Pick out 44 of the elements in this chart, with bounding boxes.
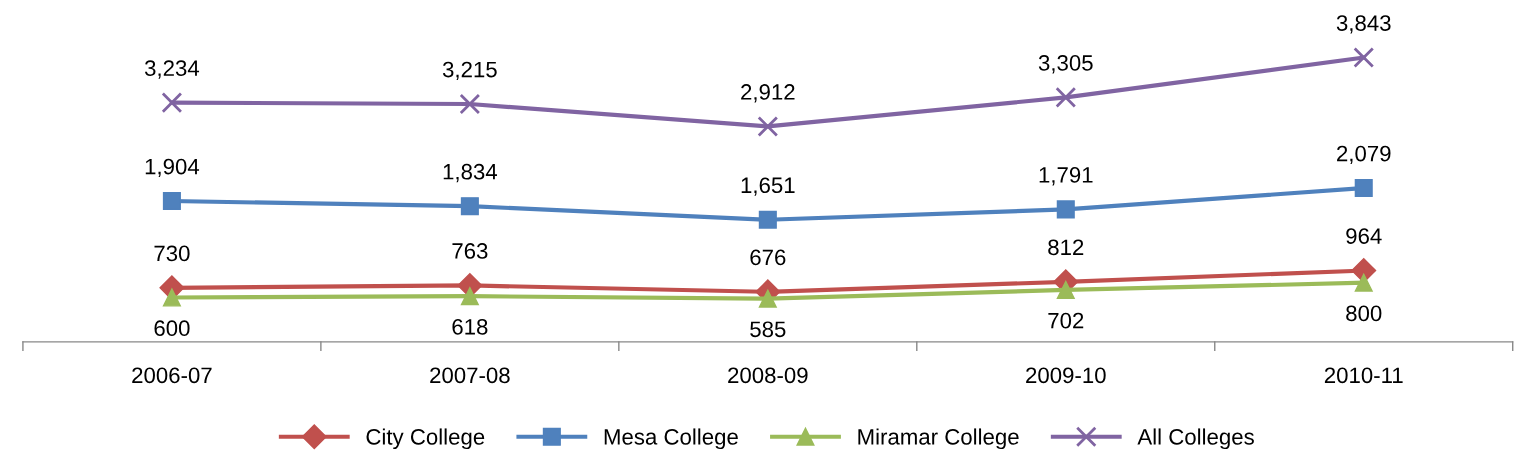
point [460, 287, 479, 306]
legend-label: Mesa College [604, 428, 738, 450]
data-label: 1,834 [443, 163, 498, 183]
legend-label: Miramar College [858, 428, 1019, 450]
data-label: 702 [1048, 312, 1084, 329]
data-label: 2,912 [741, 84, 795, 103]
point [1353, 47, 1375, 68]
x-tick-label: 2006-07 [132, 367, 212, 384]
data-label: 2,079 [1337, 145, 1391, 165]
data-label: 1,651 [741, 177, 795, 196]
x-tick-label: 2008-09 [728, 367, 808, 384]
x-tick-label: 2010-11 [1324, 367, 1403, 384]
point [758, 210, 777, 229]
x-tick-label: 2007-08 [430, 367, 510, 384]
data-label: 730 [154, 245, 190, 262]
data-label: 676 [750, 249, 786, 266]
point [162, 288, 181, 307]
data-label: 3,305 [1038, 55, 1093, 74]
data-label: 1,791 [1039, 167, 1093, 186]
data-label: 3,215 [442, 61, 497, 81]
point [757, 116, 779, 137]
data-label: 585 [750, 321, 786, 338]
data-label: 964 [1346, 228, 1382, 244]
data-label: 1,904 [145, 158, 200, 178]
legend-label: City College [366, 428, 485, 450]
point [1354, 179, 1373, 198]
data-label: 3,234 [144, 60, 200, 79]
point [1056, 280, 1075, 299]
data-label: 618 [452, 318, 488, 335]
data-label: 812 [1048, 239, 1084, 256]
x-tick-label: 2009-10 [1026, 367, 1106, 384]
point [459, 93, 481, 115]
data-label: 3,843 [1336, 15, 1391, 34]
point [758, 289, 777, 308]
point [1056, 200, 1075, 219]
point [162, 191, 181, 211]
legend-label: All Colleges [1137, 428, 1254, 450]
data-label: 800 [1346, 305, 1382, 322]
point [161, 92, 183, 114]
point [1354, 273, 1373, 292]
data-label: 600 [154, 320, 190, 337]
point [1055, 86, 1077, 108]
data-label: 763 [452, 243, 488, 259]
point [460, 197, 479, 216]
